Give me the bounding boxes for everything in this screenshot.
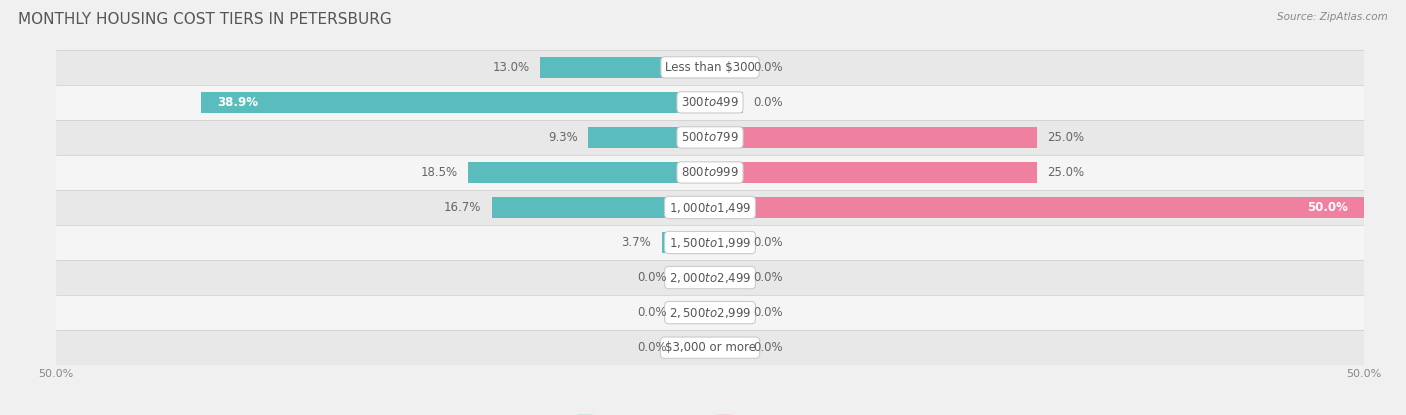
Bar	[492, 197, 710, 218]
Bar	[56, 190, 1364, 225]
Bar	[710, 197, 1364, 218]
Bar	[710, 337, 742, 358]
Text: 18.5%: 18.5%	[420, 166, 458, 179]
Text: 0.0%: 0.0%	[637, 341, 666, 354]
Text: 0.0%: 0.0%	[754, 271, 783, 284]
Bar	[710, 92, 742, 113]
Bar	[710, 127, 1038, 148]
Text: 0.0%: 0.0%	[754, 236, 783, 249]
Text: $1,500 to $1,999: $1,500 to $1,999	[669, 236, 751, 249]
Text: 3.7%: 3.7%	[621, 236, 651, 249]
Bar	[678, 302, 710, 323]
Bar	[56, 295, 1364, 330]
Bar	[710, 232, 742, 253]
Text: $300 to $499: $300 to $499	[681, 96, 740, 109]
Bar	[56, 120, 1364, 155]
Bar	[56, 50, 1364, 85]
Bar	[468, 162, 710, 183]
Text: 0.0%: 0.0%	[754, 96, 783, 109]
Bar	[56, 155, 1364, 190]
Text: 9.3%: 9.3%	[548, 131, 578, 144]
Text: 25.0%: 25.0%	[1047, 166, 1084, 179]
Text: Source: ZipAtlas.com: Source: ZipAtlas.com	[1277, 12, 1388, 22]
Bar	[589, 127, 710, 148]
Text: $2,500 to $2,999: $2,500 to $2,999	[669, 305, 751, 320]
Bar	[710, 162, 1038, 183]
Text: MONTHLY HOUSING COST TIERS IN PETERSBURG: MONTHLY HOUSING COST TIERS IN PETERSBURG	[18, 12, 392, 27]
Bar	[710, 57, 742, 78]
Text: $800 to $999: $800 to $999	[681, 166, 740, 179]
Text: 38.9%: 38.9%	[217, 96, 259, 109]
Text: $2,000 to $2,499: $2,000 to $2,499	[669, 271, 751, 285]
Bar	[201, 92, 710, 113]
Text: 0.0%: 0.0%	[754, 341, 783, 354]
Bar	[678, 267, 710, 288]
Text: $3,000 or more: $3,000 or more	[665, 341, 755, 354]
Text: 50.0%: 50.0%	[1308, 201, 1348, 214]
Bar	[710, 267, 742, 288]
Text: Less than $300: Less than $300	[665, 61, 755, 74]
Bar	[56, 225, 1364, 260]
Bar	[678, 337, 710, 358]
Bar	[710, 302, 742, 323]
Text: $1,000 to $1,499: $1,000 to $1,499	[669, 200, 751, 215]
Bar	[56, 85, 1364, 120]
Bar	[56, 260, 1364, 295]
Bar	[662, 232, 710, 253]
Text: 0.0%: 0.0%	[754, 61, 783, 74]
Text: 16.7%: 16.7%	[444, 201, 481, 214]
Text: 25.0%: 25.0%	[1047, 131, 1084, 144]
Text: $500 to $799: $500 to $799	[681, 131, 740, 144]
Text: 0.0%: 0.0%	[637, 306, 666, 319]
Bar	[56, 330, 1364, 365]
Text: 13.0%: 13.0%	[492, 61, 530, 74]
Bar	[540, 57, 710, 78]
Text: 0.0%: 0.0%	[754, 306, 783, 319]
Text: 0.0%: 0.0%	[637, 271, 666, 284]
